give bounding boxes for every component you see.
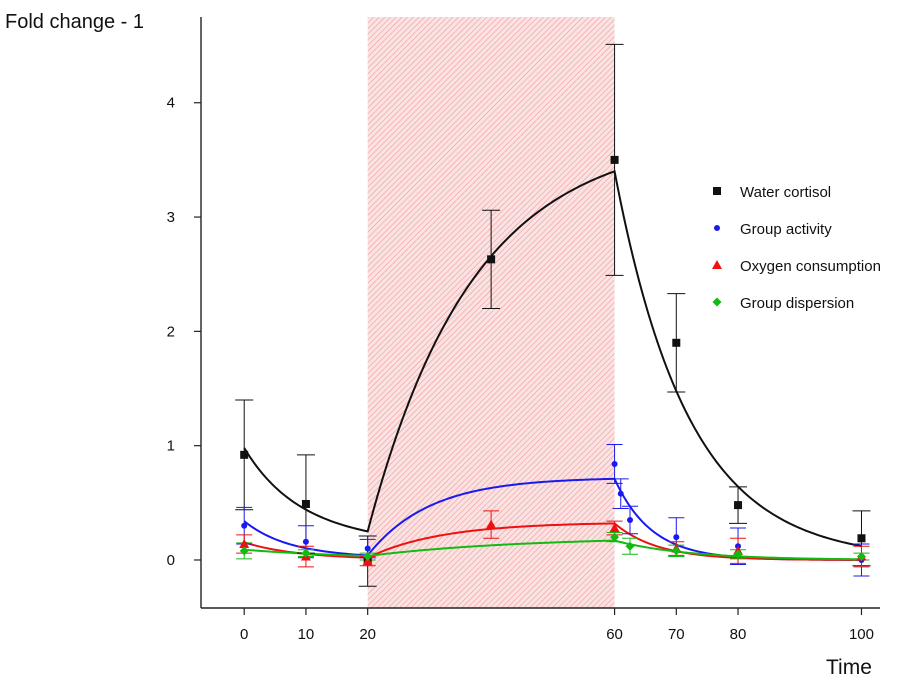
legend-label: Group activity xyxy=(740,221,832,238)
y-tick-label: 3 xyxy=(167,209,175,226)
data-point xyxy=(240,450,249,459)
legend-marker xyxy=(712,297,722,307)
data-markers xyxy=(239,155,867,566)
x-tick-label: 80 xyxy=(730,626,747,643)
fit-curve xyxy=(244,539,862,561)
legend-marker xyxy=(713,187,721,195)
data-point xyxy=(733,549,743,559)
data-point xyxy=(734,501,743,510)
data-point xyxy=(239,538,250,548)
data-point xyxy=(617,490,624,497)
data-point xyxy=(673,534,680,541)
data-point xyxy=(239,546,249,556)
data-point xyxy=(627,516,634,523)
data-point xyxy=(611,460,618,467)
x-tick-label: 0 xyxy=(240,626,248,643)
y-axis-title: Fold change - 1 xyxy=(5,11,144,33)
data-point xyxy=(302,538,309,545)
data-point xyxy=(610,532,620,542)
x-tick-label: 10 xyxy=(298,626,315,643)
x-tick-label: 60 xyxy=(606,626,623,643)
y-tick-label: 4 xyxy=(167,95,175,112)
data-point xyxy=(301,548,311,558)
fit-curves xyxy=(243,169,862,561)
data-point xyxy=(364,545,371,552)
y-ticks: 0 1 2 3 4 xyxy=(167,95,201,569)
fit-curve xyxy=(243,522,862,561)
x-tick-label: 100 xyxy=(849,626,874,643)
data-point xyxy=(856,552,866,562)
y-tick-label: 1 xyxy=(167,438,175,455)
data-point xyxy=(486,519,497,529)
legend-marker xyxy=(712,260,722,269)
fit-curve xyxy=(243,169,862,548)
legend-marker xyxy=(714,225,720,231)
x-axis-title: Time xyxy=(826,656,872,679)
data-point xyxy=(301,499,310,508)
shaded-region xyxy=(367,17,615,608)
data-point xyxy=(241,522,248,529)
y-tick-label: 2 xyxy=(167,323,175,340)
data-point xyxy=(857,534,866,543)
data-point xyxy=(671,546,681,556)
legend: Water cortisol Group activity Oxygen consu… xyxy=(712,184,881,312)
x-tick-label: 20 xyxy=(359,626,376,643)
data-point xyxy=(609,522,620,532)
data-point xyxy=(625,541,635,551)
legend-label: Oxygen consumption xyxy=(740,258,881,275)
legend-label: Water cortisol xyxy=(740,184,831,201)
x-ticks: 0 10 20 60 70 80 100 xyxy=(240,608,874,643)
data-point xyxy=(672,338,681,347)
data-point xyxy=(363,552,373,562)
x-tick-label: 70 xyxy=(668,626,685,643)
data-point xyxy=(610,155,619,164)
data-point xyxy=(487,255,496,264)
legend-label: Group dispersion xyxy=(740,295,854,312)
y-tick-label: 0 xyxy=(167,552,175,569)
